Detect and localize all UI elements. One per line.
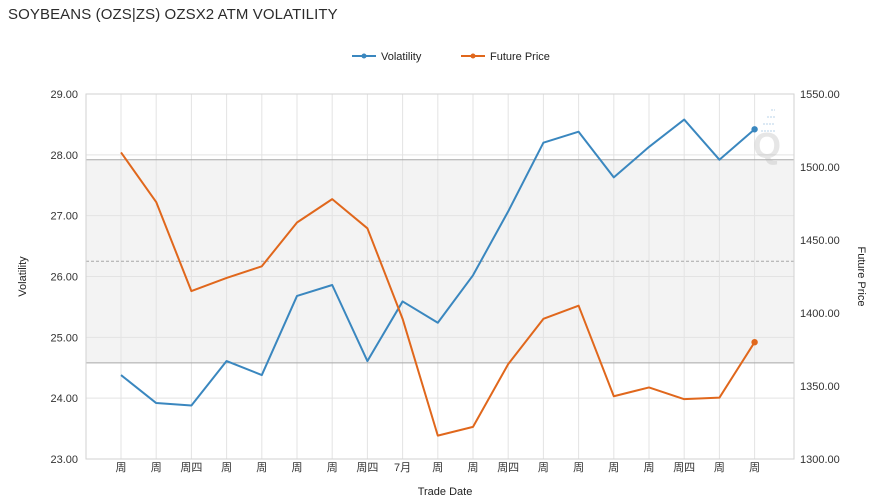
volatility-end-point [751, 126, 758, 133]
x-tick-label: 周 [327, 461, 338, 474]
left-axis-title: Volatility [17, 256, 29, 297]
left-tick-label: 25.00 [50, 332, 78, 344]
x-tick-label: 周 [116, 461, 127, 474]
x-tick-label: 周 [221, 461, 232, 474]
x-tick-label: 周四 [356, 461, 378, 474]
volatility-line [120, 118, 756, 407]
x-axis-title: Trade Date [418, 486, 473, 498]
watermark-q: Q [753, 125, 781, 166]
x-tick-label: 周 [292, 461, 303, 474]
x-tick-label: 周 [573, 461, 584, 474]
left-tick-label: 24.00 [50, 393, 78, 405]
legend-future-price-label: Future Price [490, 51, 550, 63]
x-tick-label: 周四 [497, 461, 519, 474]
legend-volatility-label: Volatility [381, 51, 422, 63]
x-tick-label: 周 [151, 461, 162, 474]
left-tick-label: 26.00 [50, 272, 78, 284]
legend-volatility-marker [361, 53, 367, 59]
right-tick-label: 1350.00 [800, 381, 840, 393]
watermark-logo: Q [753, 109, 781, 166]
x-tick-label: 周 [749, 461, 760, 474]
x-tick-label: 周 [714, 461, 725, 474]
legend-future-price-marker [470, 53, 476, 59]
future-price-end-point [751, 339, 758, 346]
chart-title: SOYBEANS (OZS|ZS) OZSX2 ATM VOLATILITY [8, 6, 338, 23]
x-tick-label: 7月 [394, 462, 411, 474]
x-tick-label: 周四 [673, 461, 695, 474]
right-tick-label: 1550.00 [800, 89, 840, 101]
x-tick-label: 周 [256, 461, 267, 474]
x-tick-label: 周 [644, 461, 655, 474]
left-tick-label: 23.00 [50, 454, 78, 466]
right-axis-title: Future Price [855, 247, 867, 307]
right-tick-label: 1500.00 [800, 162, 840, 174]
left-tick-label: 27.00 [50, 211, 78, 223]
right-tick-label: 1450.00 [800, 235, 840, 247]
x-tick-label: 周 [432, 461, 443, 474]
x-tick-label: 周四 [180, 461, 202, 474]
left-tick-label: 29.00 [50, 89, 78, 101]
right-tick-label: 1400.00 [800, 308, 840, 320]
future-price-line [120, 151, 756, 437]
x-tick-label: 周 [608, 461, 619, 474]
x-tick-label: 周 [538, 461, 549, 474]
x-tick-label: 周 [468, 461, 479, 474]
right-tick-label: 1300.00 [800, 454, 840, 466]
plot-frame [85, 93, 795, 460]
left-tick-label: 28.00 [50, 150, 78, 162]
